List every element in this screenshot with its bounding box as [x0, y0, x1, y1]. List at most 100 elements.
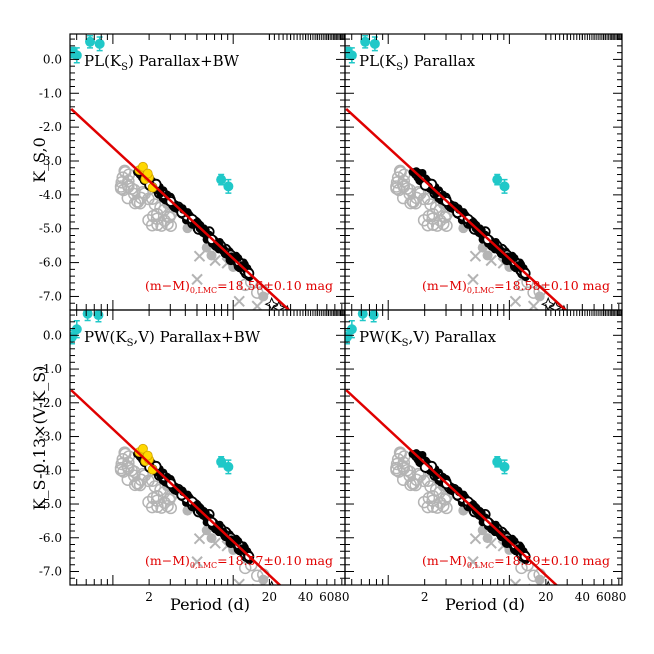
long-period-star-point [264, 296, 279, 310]
long-period-star-point [588, 634, 600, 646]
panel-title: PW(KS,V) Parallax+BW [84, 328, 261, 349]
rejected-cross-point [233, 295, 245, 308]
long-period-star-point [570, 606, 582, 618]
calibrator-point [70, 331, 77, 342]
rejected-cross-point [469, 250, 482, 262]
rejected-open-point [151, 500, 164, 513]
calibrator-point [216, 456, 227, 467]
y-tick-label: -1.0 [39, 362, 62, 376]
long-period-star-point [583, 620, 595, 632]
rejected-open-point [394, 447, 407, 461]
x-tick-label: 80 [611, 590, 626, 604]
long-period-star-point [323, 632, 335, 644]
x-tick-label: 2 [145, 590, 153, 604]
long-period-star-point [546, 580, 551, 585]
rejected-open-point [151, 218, 164, 231]
rejected-filled-point [534, 574, 545, 585]
x-tick-label: 2 [421, 590, 429, 604]
fit-line [70, 389, 282, 585]
long-period-star-point [299, 640, 311, 652]
calibrator-point [93, 310, 104, 321]
long-period-star-point [299, 356, 311, 368]
long-period-star-point [321, 647, 333, 654]
rejected-filled-point [482, 533, 493, 544]
rejected-open-point [238, 561, 252, 575]
long-period-star-point [297, 631, 309, 643]
rejected-open-point [417, 474, 431, 488]
long-period-star-point [574, 347, 586, 359]
long-period-star-point [297, 347, 309, 359]
y-axis-label-top: K_S,0 [30, 137, 49, 183]
long-period-star-point [548, 300, 563, 310]
y-tick-label: -5.0 [39, 222, 62, 236]
long-period-star-point [588, 351, 600, 363]
rejected-open-point [114, 182, 128, 195]
long-period-star-point [564, 327, 576, 339]
rejected-open-point [238, 278, 252, 292]
panel-frame [344, 33, 623, 311]
long-period-star-point [576, 356, 588, 368]
x-tick-label: 20 [538, 590, 553, 604]
long-period-star-point [302, 338, 314, 350]
bw-point [138, 161, 148, 172]
rejected-open-point [119, 165, 132, 179]
rejected-cross-point [193, 532, 206, 545]
long-period-star-point [574, 631, 586, 643]
rejected-cross-point [527, 583, 540, 585]
rejected-open-point [515, 278, 528, 292]
y-tick-label: 0.0 [43, 328, 62, 342]
calibrator-point [346, 324, 357, 335]
rejected-open-point [146, 474, 159, 487]
x-tick-label: 80 [334, 590, 349, 604]
long-period-star-point [281, 589, 293, 601]
panel-3: -7.0 -6.0 -5.0 -4.0 -3.0 -2.0 -1.0 0.0 2 20 40 60 80… [39, 309, 349, 654]
calibrator-point [85, 36, 96, 47]
panel-frame [344, 309, 623, 586]
distance-modulus-label: (m−M)0,LMC=18.58±0.10 mag [422, 278, 610, 295]
plot-area [70, 34, 323, 368]
rejected-cross-point [467, 556, 479, 568]
y-tick-label: -7.0 [39, 289, 62, 303]
calibrator-point [216, 174, 227, 185]
long-period-star-point [566, 606, 578, 618]
fit-line [345, 389, 559, 585]
rejected-open-point [390, 182, 403, 195]
x-tick-label: 40 [575, 590, 590, 604]
rejected-filled-point [206, 250, 217, 261]
long-period-star-point [583, 336, 595, 348]
rejected-open-point [119, 447, 132, 461]
rejected-cross-point [509, 295, 522, 308]
plot-area [345, 34, 612, 368]
calibrator-point [357, 310, 368, 319]
rejected-open-point [146, 192, 159, 205]
rejected-filled-point [534, 291, 545, 302]
calibrator-point [492, 456, 503, 467]
rejected-cross-point [467, 273, 479, 286]
long-period-star-point [287, 610, 299, 622]
x-tick-label: 60 [319, 590, 334, 604]
long-period-star-point [307, 336, 319, 348]
x-tick-label: 40 [298, 590, 313, 604]
rejected-cross-point [509, 578, 522, 585]
y-tick-label: -2.0 [39, 120, 62, 134]
rejected-open-point [426, 494, 439, 507]
rejected-open-point [390, 463, 403, 477]
panel-1: -7.0 -6.0 -5.0 -4.0 -3.0 -2.0 -1.0 0.0 PL(KS) Pa… [39, 33, 346, 368]
bw-point [138, 443, 148, 454]
long-period-star-point [600, 348, 612, 360]
y-tick-label: -2.0 [39, 396, 62, 410]
rejected-open-point [426, 218, 440, 231]
long-period-star-point [311, 351, 323, 363]
rejected-open-point [515, 561, 528, 575]
long-period-star-point [566, 322, 578, 334]
panel-frame [69, 309, 346, 586]
panel-4: 2 20 40 60 80 PW(KS,V) Parallax (m−M)0,LMC=18.… [344, 309, 626, 646]
calibrator-point [345, 331, 353, 342]
rejected-filled-point [206, 533, 217, 544]
rejected-open-point [142, 474, 155, 488]
rejected-open-point [421, 192, 435, 205]
panel-2: PL(KS) Parallax (m−M)0,LMC=18.58±0.10 mag [344, 33, 623, 368]
rejected-open-point [421, 474, 435, 487]
panel-title: PL(KS) Parallax+BW [84, 52, 240, 73]
